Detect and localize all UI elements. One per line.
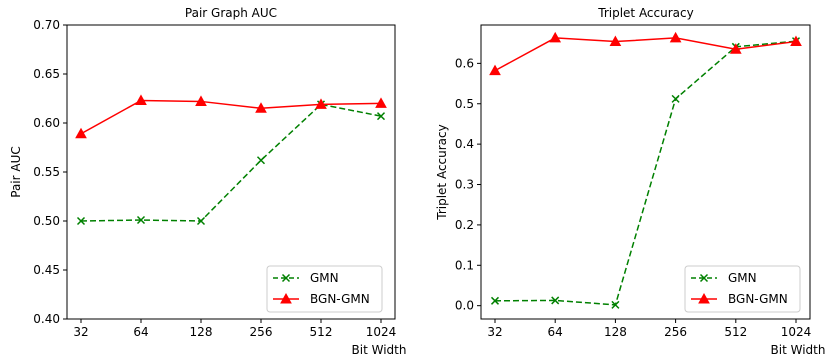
legend-bgn-marker [698, 292, 710, 304]
y-tick-label: 0.5 [455, 97, 474, 111]
data-point-bgn-gmn [549, 31, 562, 43]
y-tick-label: 0.40 [33, 312, 60, 326]
data-point-bgn-gmn [135, 94, 147, 105]
axes-frame [480, 24, 811, 320]
data-point-bgn-gmn [75, 127, 87, 139]
data-point-bgn-gmn [790, 35, 802, 47]
x-tick-label: 32 [73, 325, 88, 339]
x-tick-label: 1024 [366, 325, 397, 339]
plot-area: 0.0 0.1 0.2 0.3 0.4 0.5 0.6 32 64 128 256 512 1024 [455, 24, 812, 339]
y-axis-label: Pair AUC [9, 146, 23, 198]
y-tick-label: 0.45 [33, 263, 60, 277]
x-tick-label: 256 [250, 325, 273, 339]
legend: GMN BGN-GMN [266, 265, 383, 313]
y-tick-label: 0.50 [33, 214, 60, 228]
x-axis-label-left: Bit Width [352, 343, 407, 357]
legend-gmn-marker [281, 273, 291, 283]
x-tick-label: 128 [190, 325, 213, 339]
legend-gmn-marker [699, 273, 709, 283]
legend-gmn-label: GMN [728, 271, 757, 285]
data-point-bgn-gmn [315, 98, 327, 109]
x-tick-label: 512 [724, 325, 747, 339]
y-tick-label: 0.1 [455, 258, 474, 272]
data-point-gmn [490, 296, 500, 305]
x-tick-label: 256 [664, 325, 687, 339]
data-point-bgn-gmn [729, 43, 742, 54]
series-line-bgn-gmn [494, 37, 797, 72]
y-axis-label: Triplet Accuracy [435, 124, 449, 220]
legend-box [684, 265, 801, 313]
data-point-gmn [671, 94, 680, 103]
data-point-gmn [76, 216, 86, 226]
x-tick-label: 64 [133, 325, 148, 339]
series-line-gmn [80, 103, 382, 222]
chart-title: Triplet Accuracy [597, 6, 693, 20]
x-tick-label: 1024 [781, 325, 812, 339]
legend: GMN BGN-GMN [684, 265, 801, 313]
x-tick-label: 128 [604, 325, 627, 339]
data-point-bgn-gmn [609, 35, 622, 47]
y-tick-label: 0.4 [455, 137, 474, 151]
chart-triplet-accuracy: Triplet Accuracy Triplet Accuracy Bit Wi… [352, 6, 826, 357]
series-line-gmn [494, 40, 797, 306]
data-point-bgn-gmn [375, 97, 387, 108]
data-point-gmn [196, 216, 206, 226]
legend-bgn-label: BGN-GMN [310, 292, 370, 306]
legend-bgn-marker [280, 292, 292, 304]
x-tick-label: 64 [548, 325, 563, 339]
plot-area: 0.40 0.45 0.50 0.55 0.60 0.65 0.70 32 64 128 256 51… [33, 18, 396, 339]
legend-gmn-label: GMN [310, 271, 339, 285]
series-line-bgn-gmn [80, 99, 382, 135]
legend-box [266, 265, 383, 313]
y-tick-label: 0.65 [33, 67, 60, 81]
y-tick-label: 0.0 [455, 299, 474, 313]
y-tick-label: 0.60 [33, 116, 60, 130]
x-tick-label: 32 [487, 325, 502, 339]
data-point-bgn-gmn [255, 102, 267, 113]
y-tick-label: 0.70 [33, 18, 60, 32]
y-tick-label: 0.6 [455, 56, 474, 70]
data-point-bgn-gmn [195, 95, 207, 106]
data-point-gmn [551, 296, 560, 305]
legend-bgn-label: BGN-GMN [728, 292, 788, 306]
data-point-bgn-gmn [489, 64, 501, 76]
data-point-gmn [136, 215, 146, 225]
x-axis-label: Bit Width [771, 343, 826, 357]
y-tick-label: 0.2 [455, 218, 474, 232]
chart-pair-auc: Pair Graph AUC Pair AUC 0.40 0.45 0.50 0.55… [9, 6, 396, 339]
y-tick-label: 0.55 [33, 165, 60, 179]
data-point-bgn-gmn [669, 31, 682, 43]
data-point-gmn [611, 300, 620, 309]
data-point-gmn [376, 112, 386, 121]
data-point-gmn [256, 156, 266, 165]
chart-title: Pair Graph AUC [185, 6, 277, 20]
x-tick-label: 512 [310, 325, 333, 339]
y-tick-label: 0.3 [455, 178, 474, 192]
